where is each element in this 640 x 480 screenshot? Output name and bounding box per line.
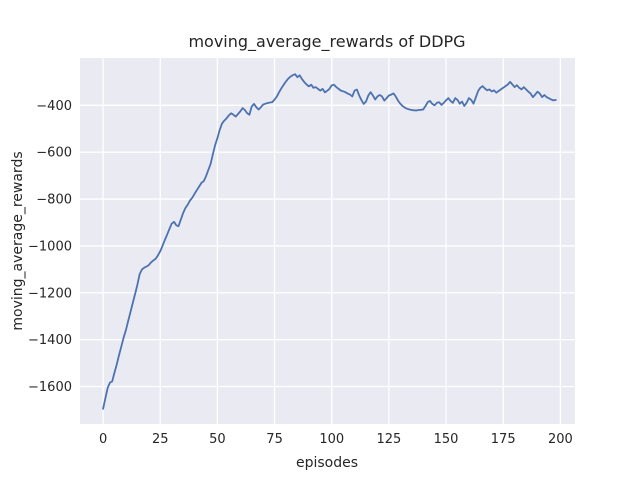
x-tick-label: 75 [266, 432, 283, 447]
gridlines [80, 58, 575, 424]
chart-title: moving_average_rewards of DDPG [188, 32, 465, 52]
y-tick-label: −1600 [28, 380, 72, 395]
y-tick-label: −400 [36, 99, 72, 114]
y-tick-label: −1000 [28, 239, 72, 254]
y-tick-label: −800 [36, 193, 72, 208]
x-tick-label: 175 [491, 432, 516, 447]
x-tick-label: 50 [209, 432, 226, 447]
tick-labels: 0 25 50 75 100 125 150 175 200 −400 −600 −800 −1000 −… [28, 99, 573, 447]
x-tick-label: 25 [152, 432, 169, 447]
y-tick-label: −1400 [28, 333, 72, 348]
x-tick-label: 100 [319, 432, 344, 447]
x-tick-label: 150 [434, 432, 459, 447]
data-line-moving_average_rewards [102, 73, 557, 410]
y-tick-label: −1200 [28, 286, 72, 301]
y-axis-label: moving_average_rewards [10, 151, 26, 330]
x-tick-label: 0 [99, 432, 107, 447]
x-tick-label: 200 [548, 432, 573, 447]
x-tick-label: 125 [376, 432, 401, 447]
y-tick-label: −600 [36, 146, 72, 161]
axes-background [80, 58, 575, 424]
x-axis-label: episodes [296, 455, 358, 471]
data-line-layer [102, 73, 557, 410]
